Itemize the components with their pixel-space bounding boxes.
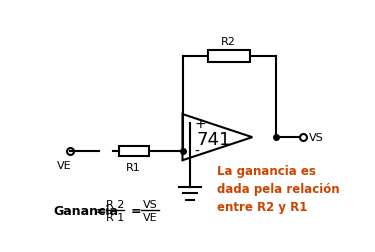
Text: =: =: [130, 204, 141, 217]
Text: VS: VS: [309, 133, 324, 143]
Text: R1: R1: [126, 162, 141, 172]
Text: +: +: [194, 117, 206, 131]
Bar: [119, 146, 149, 157]
Text: La ganancia es
dada pela relación
entre R2 y R1: La ganancia es dada pela relación entre …: [217, 165, 340, 213]
Text: Ganancia: Ganancia: [53, 204, 118, 217]
Text: -: -: [194, 144, 199, 159]
Text: VE: VE: [142, 212, 157, 222]
Text: R2: R2: [221, 37, 236, 47]
Text: =: =: [96, 204, 106, 217]
Text: VS: VS: [142, 199, 158, 209]
Text: 741: 741: [196, 131, 231, 149]
Text: VE: VE: [57, 161, 71, 171]
Text: R 2: R 2: [106, 199, 124, 209]
Text: R 1: R 1: [106, 212, 124, 222]
Bar: [208, 51, 251, 63]
